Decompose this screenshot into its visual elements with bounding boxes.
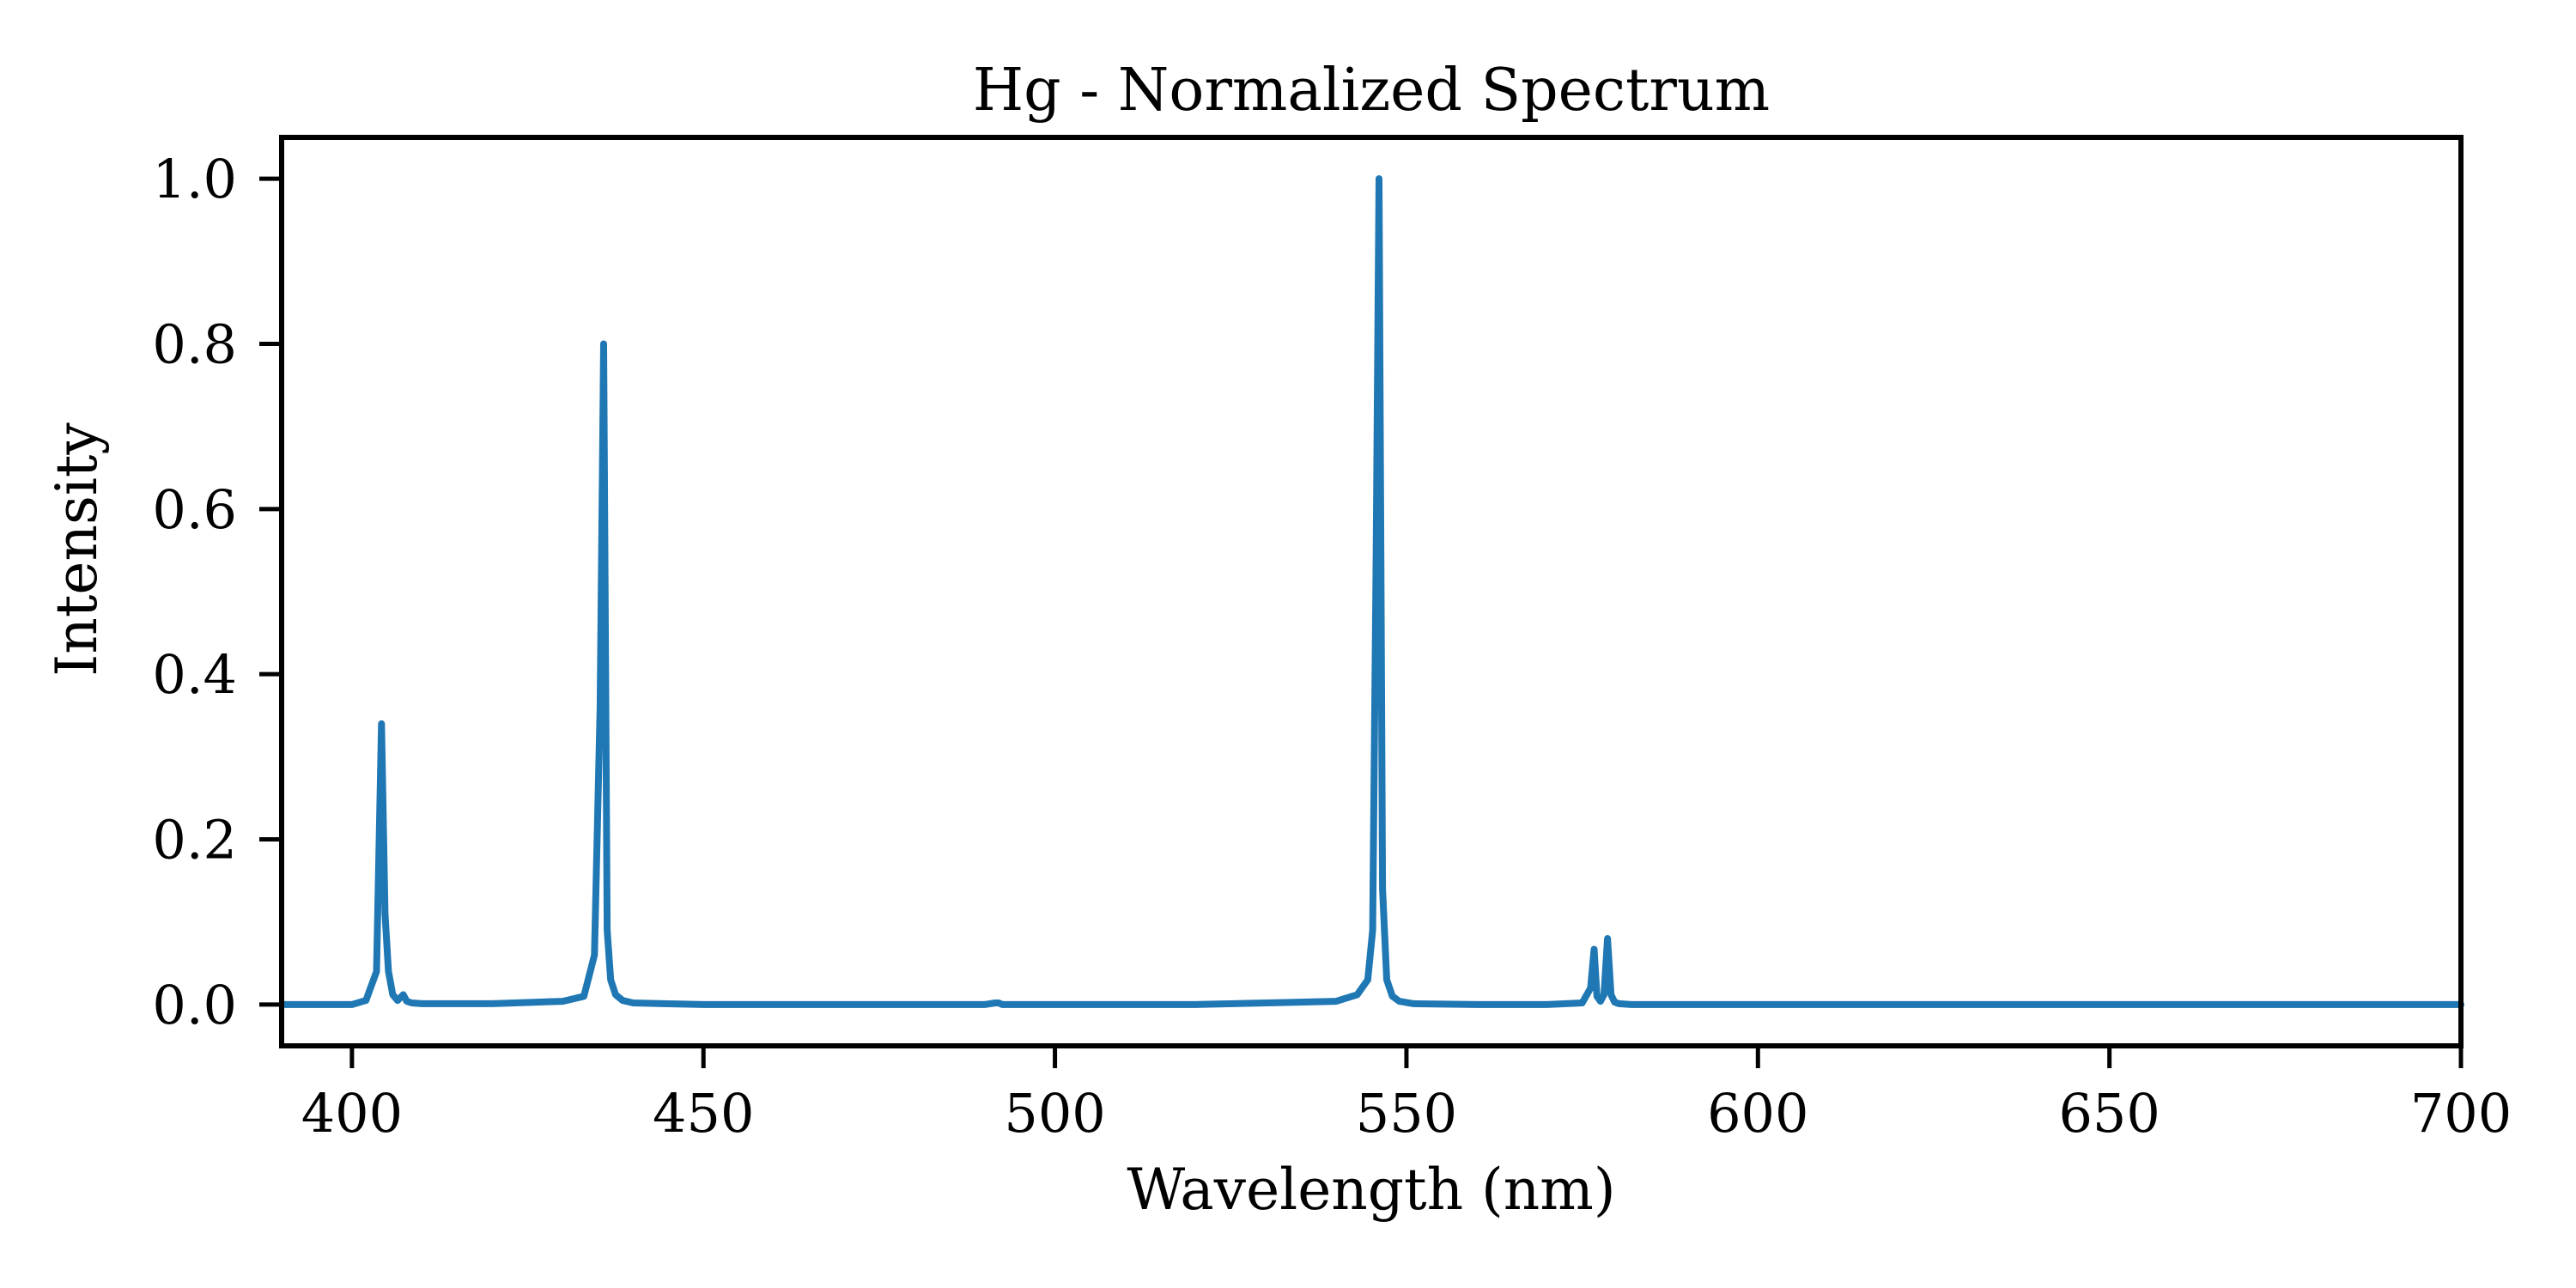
x-axis-label: Wavelength (nm) bbox=[1127, 1157, 1615, 1223]
x-tick-label: 400 bbox=[301, 1082, 403, 1145]
y-tick-label: 1.0 bbox=[152, 148, 237, 210]
y-axis-label: Intensity bbox=[44, 422, 110, 677]
x-tick-label: 650 bbox=[2058, 1082, 2160, 1145]
y-tick-label: 0.4 bbox=[152, 643, 237, 706]
plot-layer bbox=[278, 175, 2464, 1008]
spectrum-line bbox=[278, 175, 2464, 1008]
x-tick-label: 600 bbox=[1707, 1082, 1808, 1145]
x-tick-label: 450 bbox=[653, 1082, 754, 1145]
y-tick-label: 0.8 bbox=[152, 313, 237, 375]
chart-title: Hg - Normalized Spectrum bbox=[973, 57, 1770, 125]
y-tick-label: 0.0 bbox=[152, 974, 237, 1036]
axes-frame bbox=[279, 135, 2464, 1048]
y-tick-label: 0.2 bbox=[152, 809, 237, 872]
y-tick-label: 0.6 bbox=[152, 478, 237, 541]
x-tick-label: 700 bbox=[2410, 1082, 2512, 1145]
x-tick-label: 550 bbox=[1356, 1082, 1457, 1145]
tick-layer: 400 450 500 550 600 650 700 0.0 0.2 0.4 0.6 0.8 1.0 bbox=[152, 135, 2512, 1145]
x-tick-label: 500 bbox=[1004, 1082, 1105, 1145]
